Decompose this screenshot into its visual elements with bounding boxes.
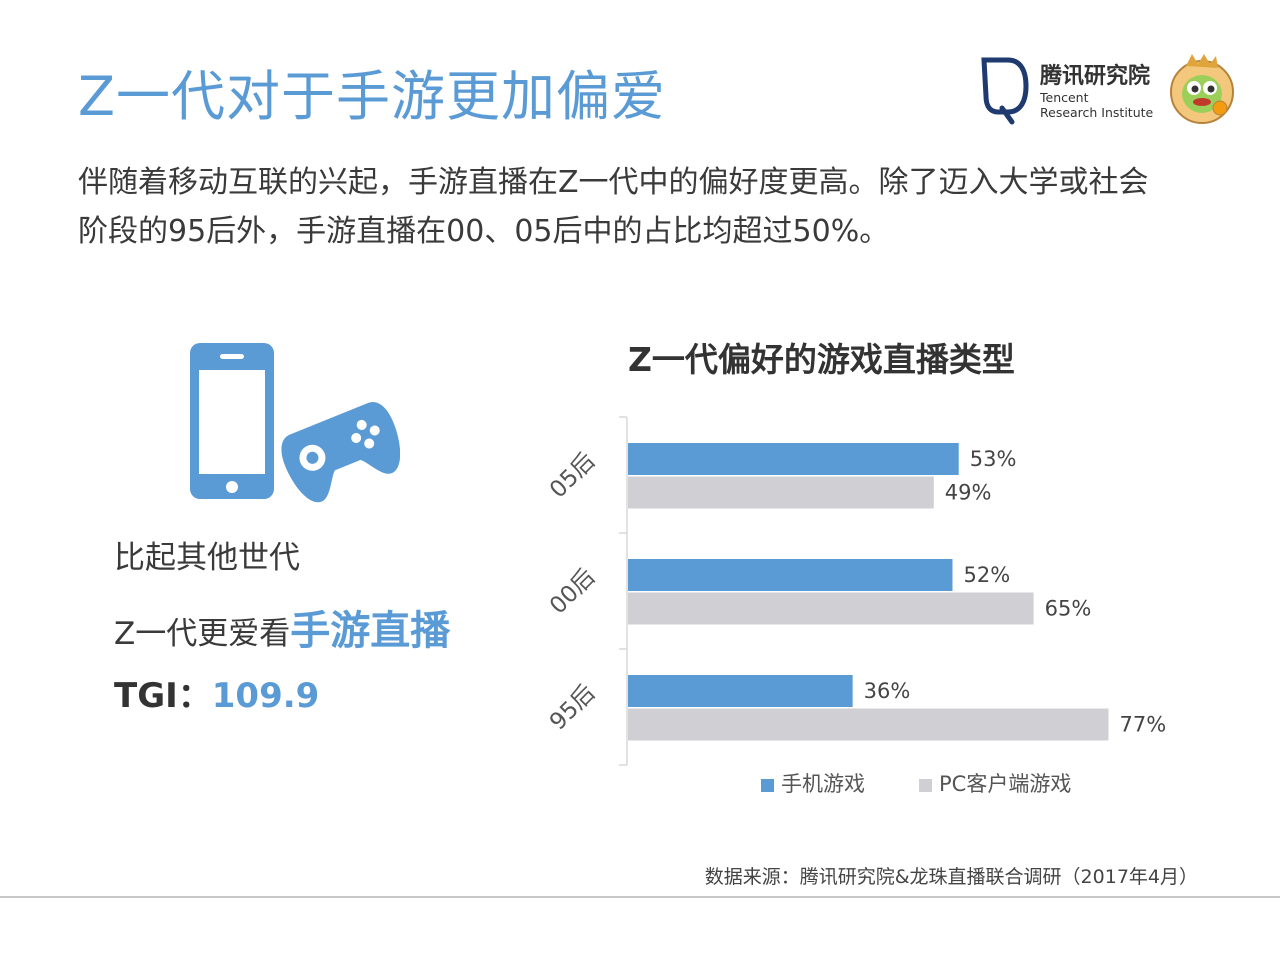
source-note: 数据来源：腾讯研究院&龙珠直播联合调研（2017年4月） xyxy=(704,866,1198,888)
phone-gamepad-illustration xyxy=(190,343,400,503)
data-label: 77% xyxy=(1119,713,1166,737)
tgi-metric: TGI：109.9 xyxy=(114,668,319,717)
bar-pc xyxy=(628,708,1109,741)
tencent-research-logo: 腾讯研究院 Tencent Research Institute xyxy=(978,52,1240,134)
legend-label: 手机游戏 xyxy=(781,772,865,796)
chart-title: Z一代偏好的游戏直播类型 xyxy=(628,340,1015,379)
bar-mobile xyxy=(628,559,953,591)
intro-paragraph: 伴随着移动互联的兴起，手游直播在Z一代中的偏好度更高。除了迈入大学或社会 阶段的… xyxy=(78,158,1238,256)
category-label: 00后 xyxy=(545,564,600,619)
legend-swatch xyxy=(919,779,932,792)
data-label: 49% xyxy=(945,481,992,505)
data-label: 65% xyxy=(1045,597,1092,621)
tgi-value: 109.9 xyxy=(211,676,320,716)
prefer-prefix: Z一代更爱看 xyxy=(114,616,291,652)
category-label: 95后 xyxy=(545,680,600,735)
logo-name: 腾讯研究院 xyxy=(1040,64,1151,89)
dragon-mascot-icon xyxy=(1170,54,1234,124)
logo-en-line2: Research Institute xyxy=(1040,105,1154,120)
bar-mobile xyxy=(628,443,959,475)
prefer-text: Z一代更爱看手游直播 xyxy=(114,598,450,656)
data-label: 52% xyxy=(963,563,1010,587)
logo-en: Tencent Research Institute xyxy=(1040,90,1153,120)
logo-en-line1: Tencent xyxy=(1040,90,1089,105)
bar-pc xyxy=(628,592,1034,625)
game-stream-bar-chart: 05后 53% 49% 00后 52% 65% 95后 36% 77% 手机游戏 PC客户端游戏 xyxy=(545,416,1166,796)
page-title: Z一代对于手游更加偏爱 xyxy=(78,65,666,128)
bar-mobile xyxy=(628,675,853,707)
tgi-label: TGI： xyxy=(114,676,212,716)
intro-line-2: 阶段的95后外，手游直播在00、05后中的占比均超过50%。 xyxy=(78,214,890,249)
category-label: 05后 xyxy=(545,448,600,503)
gamepad-icon xyxy=(281,402,400,503)
data-label: 36% xyxy=(864,679,911,703)
tencent-logo-icon xyxy=(981,57,1029,125)
legend-swatch xyxy=(761,779,774,792)
bar-pc xyxy=(628,476,934,509)
bottom-divider xyxy=(0,896,1280,898)
intro-line-1: 伴随着移动互联的兴起，手游直播在Z一代中的偏好度更高。除了迈入大学或社会 xyxy=(78,165,1149,200)
prefer-highlight: 手游直播 xyxy=(290,608,451,654)
legend-label: PC客户端游戏 xyxy=(939,772,1071,796)
compare-text: 比起其他世代 xyxy=(114,540,300,576)
smartphone-icon xyxy=(190,343,274,499)
data-label: 53% xyxy=(970,447,1017,471)
